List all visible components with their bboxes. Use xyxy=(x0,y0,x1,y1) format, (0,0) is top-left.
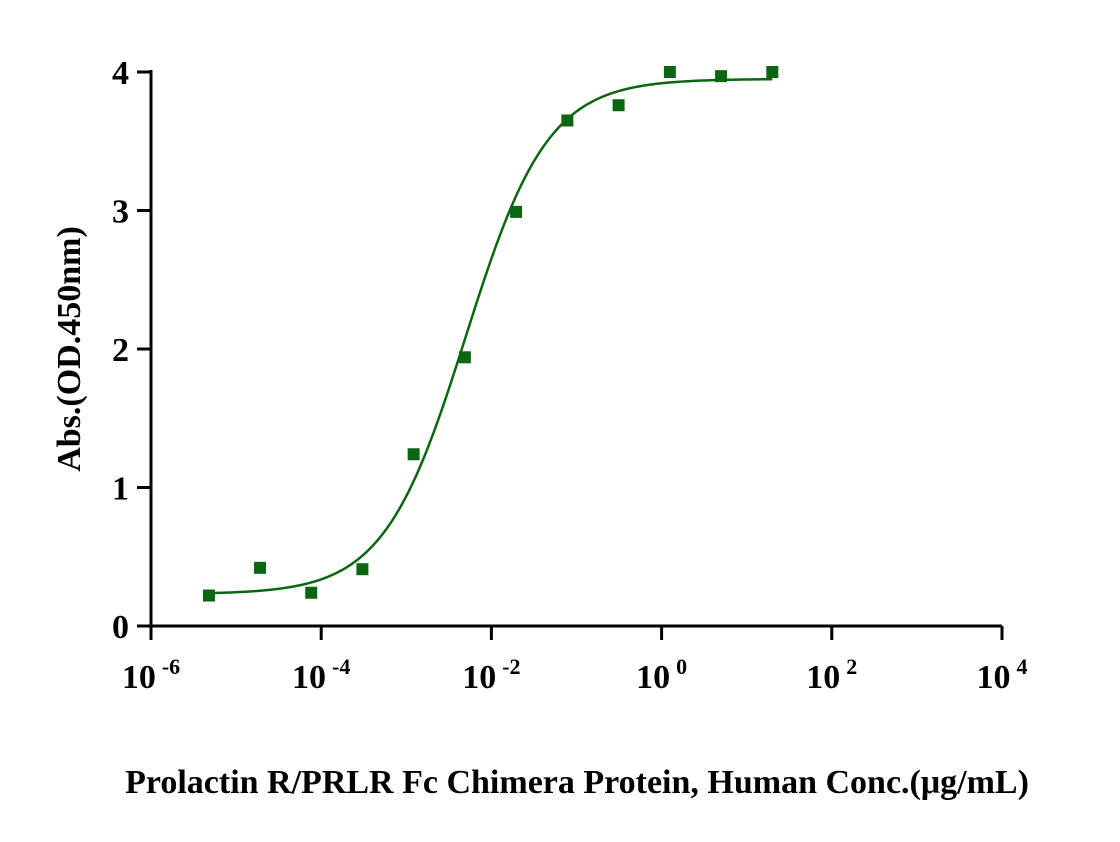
data-point xyxy=(663,66,676,78)
axes xyxy=(149,70,1002,628)
data-point xyxy=(766,66,779,78)
y-tick-label: 0 xyxy=(112,609,129,646)
data-point xyxy=(612,99,625,112)
data-point xyxy=(407,448,420,461)
data-point xyxy=(356,563,369,576)
x-tick-label: 10 4 xyxy=(977,654,1028,696)
data-point xyxy=(202,589,215,602)
data-point xyxy=(305,586,318,599)
data-point xyxy=(254,561,267,574)
y-tick-label: 2 xyxy=(112,332,129,369)
y-ticks: 0 1 2 3 4 xyxy=(112,55,151,646)
x-axis-title: Prolactin R/PRLR Fc Chimera Protein, Hum… xyxy=(125,764,1029,801)
y-tick-label: 3 xyxy=(112,194,129,231)
x-ticks: 10 -6 10 -4 10 -2 10 0 10 2 10 4 xyxy=(122,626,1028,696)
data-point xyxy=(561,114,574,127)
x-tick-label: 10 -6 xyxy=(122,654,180,696)
y-axis-title: Abs.(OD.450nm) xyxy=(51,226,88,472)
data-point xyxy=(510,205,523,218)
y-tick-label: 1 xyxy=(112,471,129,508)
fit-curve xyxy=(208,77,773,595)
data-point xyxy=(458,351,471,364)
data-points xyxy=(202,66,779,602)
x-tick-label: 10 2 xyxy=(806,654,857,696)
y-tick-label: 4 xyxy=(112,55,129,92)
x-tick-label: 10 0 xyxy=(636,654,687,696)
x-tick-label: 10 -4 xyxy=(292,654,350,696)
x-tick-label: 10 -2 xyxy=(462,654,520,696)
data-point xyxy=(715,70,728,83)
